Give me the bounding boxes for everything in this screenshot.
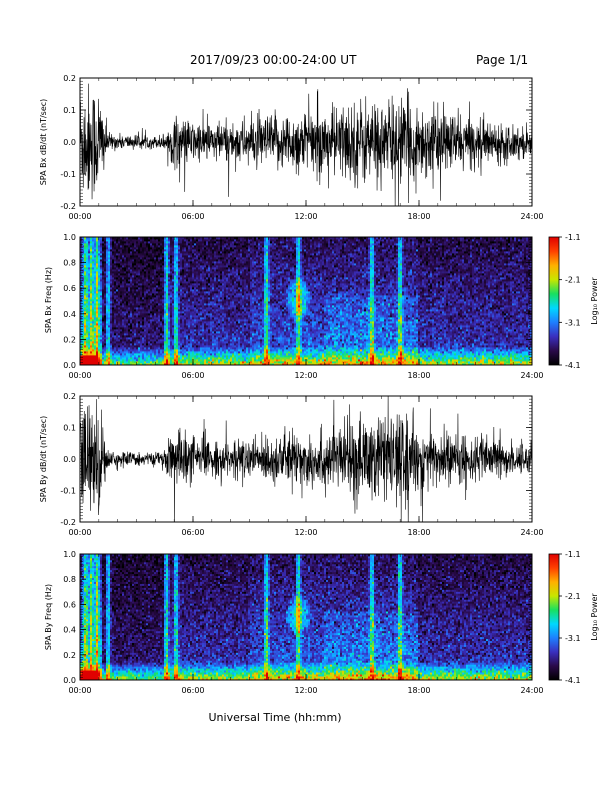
- bx-xtick-label: 18:00: [407, 212, 430, 221]
- figure: SPA Bx dB/dt (nT/sec) 0.20.10.0-0.1-0.2 …: [0, 0, 612, 792]
- bx-trace: [80, 84, 532, 208]
- bx-ytick-label: 0.1: [63, 106, 76, 115]
- bx-xtick-label: 24:00: [520, 212, 543, 221]
- bx-xtick-label: 06:00: [181, 212, 204, 221]
- bx-timeseries-frame: [80, 78, 532, 206]
- bx-freq-ylabel: SPA Bx Freq (Hz): [44, 267, 53, 333]
- bx-ylabel: SPA Bx dB/dt (nT/sec): [39, 99, 48, 186]
- bx-spectrogram-panel: SPA Bx Freq (Hz) 1.00.80.60.40.20.0 00:0…: [44, 233, 544, 380]
- bx-ytick-label: 0.0: [63, 138, 76, 147]
- bx-xtick-label: 12:00: [294, 212, 317, 221]
- bx-ytick-label: -0.2: [60, 202, 76, 211]
- bx-xtick-label: 00:00: [68, 212, 91, 221]
- bx-ytick-label: -0.1: [60, 170, 76, 179]
- page: 2017/09/23 00:00-24:00 UT Page 1/1 SPA B…: [0, 0, 612, 792]
- bx-timeseries-panel: SPA Bx dB/dt (nT/sec) 0.20.10.0-0.1-0.2 …: [39, 74, 544, 221]
- bx-ytick-label: 0.2: [63, 74, 76, 83]
